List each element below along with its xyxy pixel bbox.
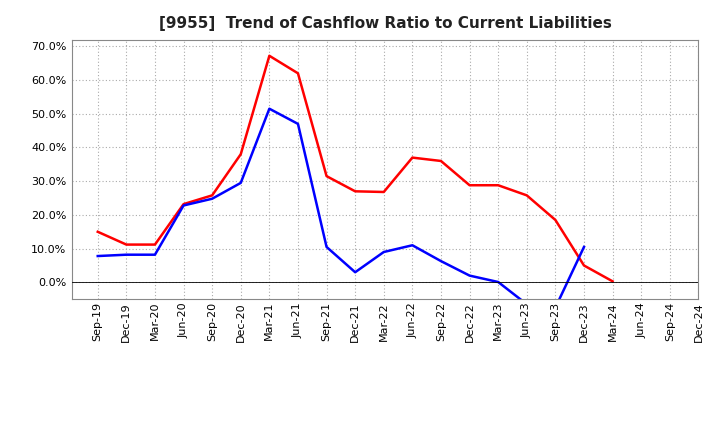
Operating CF to Current Liabilities [150, 242, 159, 247]
Line: Free CF to Current Liabilities: Free CF to Current Liabilities [98, 109, 584, 308]
Free CF to Current Liabilities [208, 196, 217, 202]
Operating CF to Current Liabilities [494, 183, 503, 188]
Operating CF to Current Liabilities [294, 71, 302, 76]
Free CF to Current Liabilities [523, 301, 531, 307]
Line: Operating CF to Current Liabilities: Operating CF to Current Liabilities [98, 56, 613, 281]
Operating CF to Current Liabilities [379, 189, 388, 194]
Free CF to Current Liabilities [408, 242, 417, 248]
Operating CF to Current Liabilities [94, 229, 102, 235]
Free CF to Current Liabilities [494, 279, 503, 285]
Free CF to Current Liabilities [179, 203, 188, 208]
Free CF to Current Liabilities [265, 106, 274, 111]
Free CF to Current Liabilities [580, 244, 588, 249]
Operating CF to Current Liabilities [236, 152, 245, 157]
Operating CF to Current Liabilities [580, 263, 588, 268]
Operating CF to Current Liabilities [465, 183, 474, 188]
Free CF to Current Liabilities [551, 305, 559, 310]
Title: [9955]  Trend of Cashflow Ratio to Current Liabilities: [9955] Trend of Cashflow Ratio to Curren… [159, 16, 611, 32]
Free CF to Current Liabilities [122, 252, 130, 257]
Free CF to Current Liabilities [351, 270, 359, 275]
Operating CF to Current Liabilities [436, 158, 445, 164]
Operating CF to Current Liabilities [265, 53, 274, 59]
Free CF to Current Liabilities [150, 252, 159, 257]
Free CF to Current Liabilities [94, 253, 102, 259]
Free CF to Current Liabilities [465, 273, 474, 278]
Operating CF to Current Liabilities [179, 202, 188, 207]
Free CF to Current Liabilities [236, 180, 245, 186]
Operating CF to Current Liabilities [408, 155, 417, 160]
Operating CF to Current Liabilities [523, 193, 531, 198]
Operating CF to Current Liabilities [208, 193, 217, 198]
Operating CF to Current Liabilities [122, 242, 130, 247]
Free CF to Current Liabilities [436, 258, 445, 264]
Operating CF to Current Liabilities [551, 217, 559, 223]
Free CF to Current Liabilities [379, 249, 388, 255]
Operating CF to Current Liabilities [351, 189, 359, 194]
Free CF to Current Liabilities [294, 121, 302, 127]
Operating CF to Current Liabilities [608, 279, 617, 284]
Operating CF to Current Liabilities [323, 173, 331, 179]
Free CF to Current Liabilities [323, 244, 331, 249]
